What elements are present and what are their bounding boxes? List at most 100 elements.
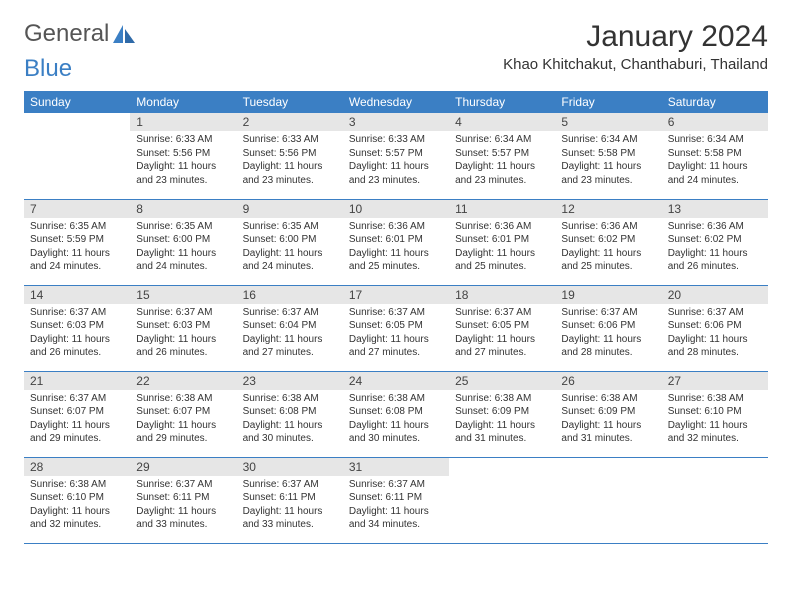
day-details: Sunrise: 6:37 AMSunset: 6:03 PMDaylight:… bbox=[130, 304, 236, 364]
day-number: 11 bbox=[449, 200, 555, 218]
day-number: 25 bbox=[449, 372, 555, 390]
day-details: Sunrise: 6:34 AMSunset: 5:58 PMDaylight:… bbox=[662, 131, 768, 191]
calendar-day-cell: 12Sunrise: 6:36 AMSunset: 6:02 PMDayligh… bbox=[555, 199, 661, 285]
day-details: Sunrise: 6:37 AMSunset: 6:03 PMDaylight:… bbox=[24, 304, 130, 364]
daylight-line: Daylight: 11 hours and 23 minutes. bbox=[455, 160, 549, 187]
day-number: 10 bbox=[343, 200, 449, 218]
sunset-line: Sunset: 6:04 PM bbox=[243, 319, 337, 333]
calendar-week-row: 14Sunrise: 6:37 AMSunset: 6:03 PMDayligh… bbox=[24, 285, 768, 371]
day-details: Sunrise: 6:35 AMSunset: 6:00 PMDaylight:… bbox=[237, 218, 343, 278]
daylight-line: Daylight: 11 hours and 26 minutes. bbox=[668, 247, 762, 274]
sunrise-line: Sunrise: 6:37 AM bbox=[30, 306, 124, 320]
sunrise-line: Sunrise: 6:38 AM bbox=[136, 392, 230, 406]
calendar-week-row: 7Sunrise: 6:35 AMSunset: 5:59 PMDaylight… bbox=[24, 199, 768, 285]
day-number: 17 bbox=[343, 286, 449, 304]
day-number: 15 bbox=[130, 286, 236, 304]
brand-logo: General bbox=[24, 20, 137, 48]
sunrise-line: Sunrise: 6:33 AM bbox=[136, 133, 230, 147]
sunrise-line: Sunrise: 6:36 AM bbox=[561, 220, 655, 234]
daylight-line: Daylight: 11 hours and 24 minutes. bbox=[668, 160, 762, 187]
sunset-line: Sunset: 5:57 PM bbox=[455, 147, 549, 161]
weekday-heading: Wednesday bbox=[343, 91, 449, 113]
day-number: 30 bbox=[237, 458, 343, 476]
calendar-weekday-header: Sunday Monday Tuesday Wednesday Thursday… bbox=[24, 91, 768, 113]
day-details: Sunrise: 6:36 AMSunset: 6:01 PMDaylight:… bbox=[343, 218, 449, 278]
calendar-week-row: 1Sunrise: 6:33 AMSunset: 5:56 PMDaylight… bbox=[24, 113, 768, 199]
sunset-line: Sunset: 5:56 PM bbox=[243, 147, 337, 161]
sunset-line: Sunset: 6:09 PM bbox=[455, 405, 549, 419]
daylight-line: Daylight: 11 hours and 29 minutes. bbox=[30, 419, 124, 446]
daylight-line: Daylight: 11 hours and 24 minutes. bbox=[136, 247, 230, 274]
sunset-line: Sunset: 6:05 PM bbox=[455, 319, 549, 333]
sunrise-line: Sunrise: 6:38 AM bbox=[30, 478, 124, 492]
day-details: Sunrise: 6:38 AMSunset: 6:08 PMDaylight:… bbox=[237, 390, 343, 450]
sunrise-line: Sunrise: 6:34 AM bbox=[561, 133, 655, 147]
calendar-day-cell: 21Sunrise: 6:37 AMSunset: 6:07 PMDayligh… bbox=[24, 371, 130, 457]
day-details: Sunrise: 6:35 AMSunset: 5:59 PMDaylight:… bbox=[24, 218, 130, 278]
daylight-line: Daylight: 11 hours and 23 minutes. bbox=[561, 160, 655, 187]
day-number: 6 bbox=[662, 113, 768, 131]
day-details: Sunrise: 6:37 AMSunset: 6:07 PMDaylight:… bbox=[24, 390, 130, 450]
sunrise-line: Sunrise: 6:38 AM bbox=[561, 392, 655, 406]
sunrise-line: Sunrise: 6:37 AM bbox=[561, 306, 655, 320]
calendar-day-cell: 10Sunrise: 6:36 AMSunset: 6:01 PMDayligh… bbox=[343, 199, 449, 285]
calendar-day-cell: 9Sunrise: 6:35 AMSunset: 6:00 PMDaylight… bbox=[237, 199, 343, 285]
day-details: Sunrise: 6:36 AMSunset: 6:02 PMDaylight:… bbox=[555, 218, 661, 278]
day-number: 4 bbox=[449, 113, 555, 131]
daylight-line: Daylight: 11 hours and 24 minutes. bbox=[30, 247, 124, 274]
day-details: Sunrise: 6:35 AMSunset: 6:00 PMDaylight:… bbox=[130, 218, 236, 278]
calendar-week-row: 21Sunrise: 6:37 AMSunset: 6:07 PMDayligh… bbox=[24, 371, 768, 457]
calendar-day-cell: 14Sunrise: 6:37 AMSunset: 6:03 PMDayligh… bbox=[24, 285, 130, 371]
sunrise-line: Sunrise: 6:35 AM bbox=[30, 220, 124, 234]
day-number: 16 bbox=[237, 286, 343, 304]
day-details: Sunrise: 6:33 AMSunset: 5:56 PMDaylight:… bbox=[130, 131, 236, 191]
calendar-day-cell: 18Sunrise: 6:37 AMSunset: 6:05 PMDayligh… bbox=[449, 285, 555, 371]
day-number: 27 bbox=[662, 372, 768, 390]
sunset-line: Sunset: 6:07 PM bbox=[30, 405, 124, 419]
day-number: 8 bbox=[130, 200, 236, 218]
day-details: Sunrise: 6:37 AMSunset: 6:11 PMDaylight:… bbox=[343, 476, 449, 536]
calendar-day-cell: 23Sunrise: 6:38 AMSunset: 6:08 PMDayligh… bbox=[237, 371, 343, 457]
daylight-line: Daylight: 11 hours and 23 minutes. bbox=[349, 160, 443, 187]
daylight-line: Daylight: 11 hours and 29 minutes. bbox=[136, 419, 230, 446]
title-block: January 2024 Khao Khitchakut, Chanthabur… bbox=[503, 20, 768, 73]
sunrise-line: Sunrise: 6:36 AM bbox=[349, 220, 443, 234]
day-number: 29 bbox=[130, 458, 236, 476]
calendar-day-cell: 24Sunrise: 6:38 AMSunset: 6:08 PMDayligh… bbox=[343, 371, 449, 457]
sunset-line: Sunset: 6:02 PM bbox=[668, 233, 762, 247]
sunrise-line: Sunrise: 6:36 AM bbox=[668, 220, 762, 234]
day-details: Sunrise: 6:37 AMSunset: 6:06 PMDaylight:… bbox=[662, 304, 768, 364]
day-details: Sunrise: 6:37 AMSunset: 6:05 PMDaylight:… bbox=[449, 304, 555, 364]
calendar-day-cell: 11Sunrise: 6:36 AMSunset: 6:01 PMDayligh… bbox=[449, 199, 555, 285]
calendar-day-cell: 17Sunrise: 6:37 AMSunset: 6:05 PMDayligh… bbox=[343, 285, 449, 371]
location-text: Khao Khitchakut, Chanthaburi, Thailand bbox=[503, 56, 768, 73]
day-details: Sunrise: 6:37 AMSunset: 6:11 PMDaylight:… bbox=[130, 476, 236, 536]
calendar-day-cell: 31Sunrise: 6:37 AMSunset: 6:11 PMDayligh… bbox=[343, 457, 449, 543]
daylight-line: Daylight: 11 hours and 32 minutes. bbox=[30, 505, 124, 532]
weekday-heading: Tuesday bbox=[237, 91, 343, 113]
day-details: Sunrise: 6:33 AMSunset: 5:57 PMDaylight:… bbox=[343, 131, 449, 191]
sunset-line: Sunset: 6:10 PM bbox=[668, 405, 762, 419]
sunset-line: Sunset: 6:00 PM bbox=[243, 233, 337, 247]
calendar-day-cell: 13Sunrise: 6:36 AMSunset: 6:02 PMDayligh… bbox=[662, 199, 768, 285]
sunset-line: Sunset: 6:05 PM bbox=[349, 319, 443, 333]
weekday-heading: Sunday bbox=[24, 91, 130, 113]
daylight-line: Daylight: 11 hours and 26 minutes. bbox=[30, 333, 124, 360]
day-details: Sunrise: 6:37 AMSunset: 6:11 PMDaylight:… bbox=[237, 476, 343, 536]
daylight-line: Daylight: 11 hours and 23 minutes. bbox=[243, 160, 337, 187]
sunrise-line: Sunrise: 6:33 AM bbox=[243, 133, 337, 147]
sunset-line: Sunset: 6:01 PM bbox=[455, 233, 549, 247]
sunrise-line: Sunrise: 6:37 AM bbox=[243, 478, 337, 492]
day-details: Sunrise: 6:38 AMSunset: 6:10 PMDaylight:… bbox=[662, 390, 768, 450]
sunset-line: Sunset: 6:01 PM bbox=[349, 233, 443, 247]
calendar-day-cell: 8Sunrise: 6:35 AMSunset: 6:00 PMDaylight… bbox=[130, 199, 236, 285]
calendar-day-cell: 25Sunrise: 6:38 AMSunset: 6:09 PMDayligh… bbox=[449, 371, 555, 457]
calendar-day-cell: 30Sunrise: 6:37 AMSunset: 6:11 PMDayligh… bbox=[237, 457, 343, 543]
weekday-heading: Monday bbox=[130, 91, 236, 113]
sunrise-line: Sunrise: 6:37 AM bbox=[455, 306, 549, 320]
sunrise-line: Sunrise: 6:38 AM bbox=[455, 392, 549, 406]
day-number: 1 bbox=[130, 113, 236, 131]
calendar-day-cell bbox=[24, 113, 130, 199]
sunrise-line: Sunrise: 6:34 AM bbox=[668, 133, 762, 147]
sunset-line: Sunset: 6:11 PM bbox=[349, 491, 443, 505]
